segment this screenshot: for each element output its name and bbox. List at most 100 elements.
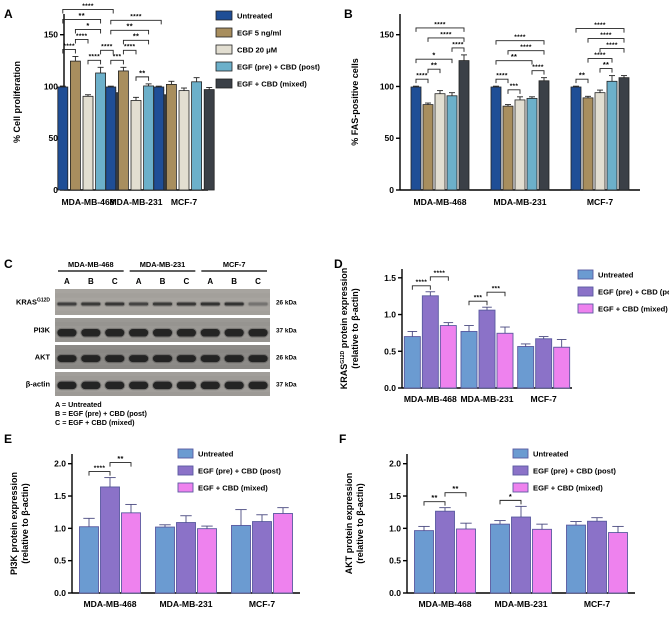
blot-lane-label: B xyxy=(231,277,237,286)
panel-c-western-blot: MDA-MB-468 MDA-MB-231 MCF-7 A B C A B C A B C KRASG1… xyxy=(0,255,330,430)
bar xyxy=(100,486,120,594)
bar xyxy=(526,97,538,191)
bar xyxy=(439,325,457,389)
y-tick-label: 0.5 xyxy=(389,556,401,566)
legend-swatch xyxy=(215,44,233,55)
significance-label: **** xyxy=(416,279,428,286)
x-category-label: MCF-7 xyxy=(587,197,613,207)
y-axis-subtitle: (relative to β-actin) xyxy=(20,483,30,564)
legend-label: EGF (pre) + CBD (post) xyxy=(237,63,320,72)
blot-group-header: MDA-MB-468 xyxy=(68,260,114,269)
bar xyxy=(273,513,293,594)
blot-band xyxy=(248,355,268,363)
y-axis-title: PI3K protein expression xyxy=(9,472,19,575)
bar xyxy=(57,86,69,191)
significance-bracket xyxy=(74,28,102,34)
legend-swatch xyxy=(512,448,529,459)
y-tick-label: 0.0 xyxy=(54,588,66,598)
x-category-label: MDA-MB-468 xyxy=(84,599,137,609)
significance-bracket xyxy=(135,76,150,81)
blot-strip xyxy=(55,289,270,315)
blot-band xyxy=(81,302,101,306)
significance-bracket xyxy=(122,49,137,55)
significance-bracket xyxy=(415,27,465,32)
blot-lane-label: A xyxy=(64,277,70,286)
x-category-label: MDA-MB-231 xyxy=(461,394,514,404)
panel-e-bar-chart: 0.0 0.5 1.0 1.5 2.0 MDA-MB-468 MDA-MB-231 MCF-7… xyxy=(9,448,300,609)
blot-band xyxy=(57,329,77,337)
significance-bracket xyxy=(575,78,589,84)
blot-band xyxy=(224,355,244,363)
significance-label: **** xyxy=(434,270,446,277)
panel-a-chart: 0 50 100 150 MDA-MB-468 MDA-MB-231 MCF-7 **** **… xyxy=(0,0,340,232)
bar xyxy=(594,92,606,191)
bar xyxy=(517,346,535,389)
legend-label: Untreated xyxy=(598,271,634,280)
legend-swatch xyxy=(215,61,233,72)
bar xyxy=(566,524,586,594)
x-category-label: MDA-MB-468 xyxy=(414,197,467,207)
x-category-label: MDA-MB-468 xyxy=(404,394,457,404)
y-tick-label: 0.5 xyxy=(384,346,396,356)
bar xyxy=(143,85,155,191)
significance-label: **** xyxy=(130,14,142,21)
blot-lane-label: A xyxy=(136,277,142,286)
bar xyxy=(95,72,106,191)
y-tick-label: 2.0 xyxy=(54,459,66,469)
y-tick-label: 100 xyxy=(380,81,394,91)
blot-band xyxy=(224,381,244,390)
significance-bracket xyxy=(427,37,465,42)
blot-key-line: B = EGF (pre) + CBD (post) xyxy=(55,409,147,418)
y-tick-label: 1.0 xyxy=(389,523,401,533)
significance-bracket xyxy=(100,49,114,55)
significance-label: *** xyxy=(510,83,519,90)
significance-bracket xyxy=(110,19,162,25)
y-tick-label: 1.5 xyxy=(54,491,66,501)
significance-bracket xyxy=(575,28,625,33)
blot-band xyxy=(152,329,173,337)
bar xyxy=(608,532,628,594)
significance-bracket xyxy=(109,462,132,467)
blot-band xyxy=(248,381,268,390)
panel-b-chart: 0 50 100 150 MDA-MB-468 MDA-MB-231 MCF-7 **** **… xyxy=(340,0,669,232)
bar xyxy=(502,105,514,191)
bar xyxy=(118,70,129,191)
bar xyxy=(421,295,439,389)
bar xyxy=(410,86,422,191)
legend-swatch xyxy=(215,27,233,38)
bar xyxy=(176,522,196,594)
panel-d-chart: 0.0 0.5 1.0 1.5 MDA-MB-468 MDA-MB-231 MCF-7 ***… xyxy=(330,255,669,435)
legend-swatch xyxy=(512,465,529,476)
blot-band xyxy=(200,355,220,363)
blot-band xyxy=(152,381,173,390)
significance-bracket xyxy=(499,499,522,505)
significance-bracket xyxy=(415,58,453,64)
y-tick-label: 1.0 xyxy=(54,523,66,533)
significance-label: **** xyxy=(532,64,544,71)
legend-label: Untreated xyxy=(533,450,569,459)
significance-label: ** xyxy=(133,32,139,41)
significance-label: * xyxy=(86,21,89,30)
y-tick-label: 0.0 xyxy=(384,383,396,393)
bar xyxy=(538,80,550,191)
panel-c-letter: C xyxy=(4,257,13,271)
bar xyxy=(570,86,582,191)
legend-swatch xyxy=(177,465,194,476)
y-tick-label: 2.0 xyxy=(389,459,401,469)
significance-label: **** xyxy=(594,22,606,29)
x-category-label: MDA-MB-468 xyxy=(419,599,472,609)
x-category-label: MDA-MB-231 xyxy=(110,197,163,207)
bar xyxy=(587,520,607,594)
blot-band xyxy=(129,329,149,337)
y-tick-label: 0.5 xyxy=(54,556,66,566)
y-tick-label: 50 xyxy=(385,133,395,143)
significance-label: **** xyxy=(600,32,612,39)
significance-label: **** xyxy=(434,21,446,28)
significance-bracket xyxy=(495,78,509,84)
y-axis-title: KRASG12D protein expression xyxy=(339,268,349,390)
significance-label: ** xyxy=(79,11,85,20)
significance-bracket xyxy=(427,68,441,74)
significance-bracket xyxy=(507,89,521,94)
significance-bracket xyxy=(495,60,533,65)
